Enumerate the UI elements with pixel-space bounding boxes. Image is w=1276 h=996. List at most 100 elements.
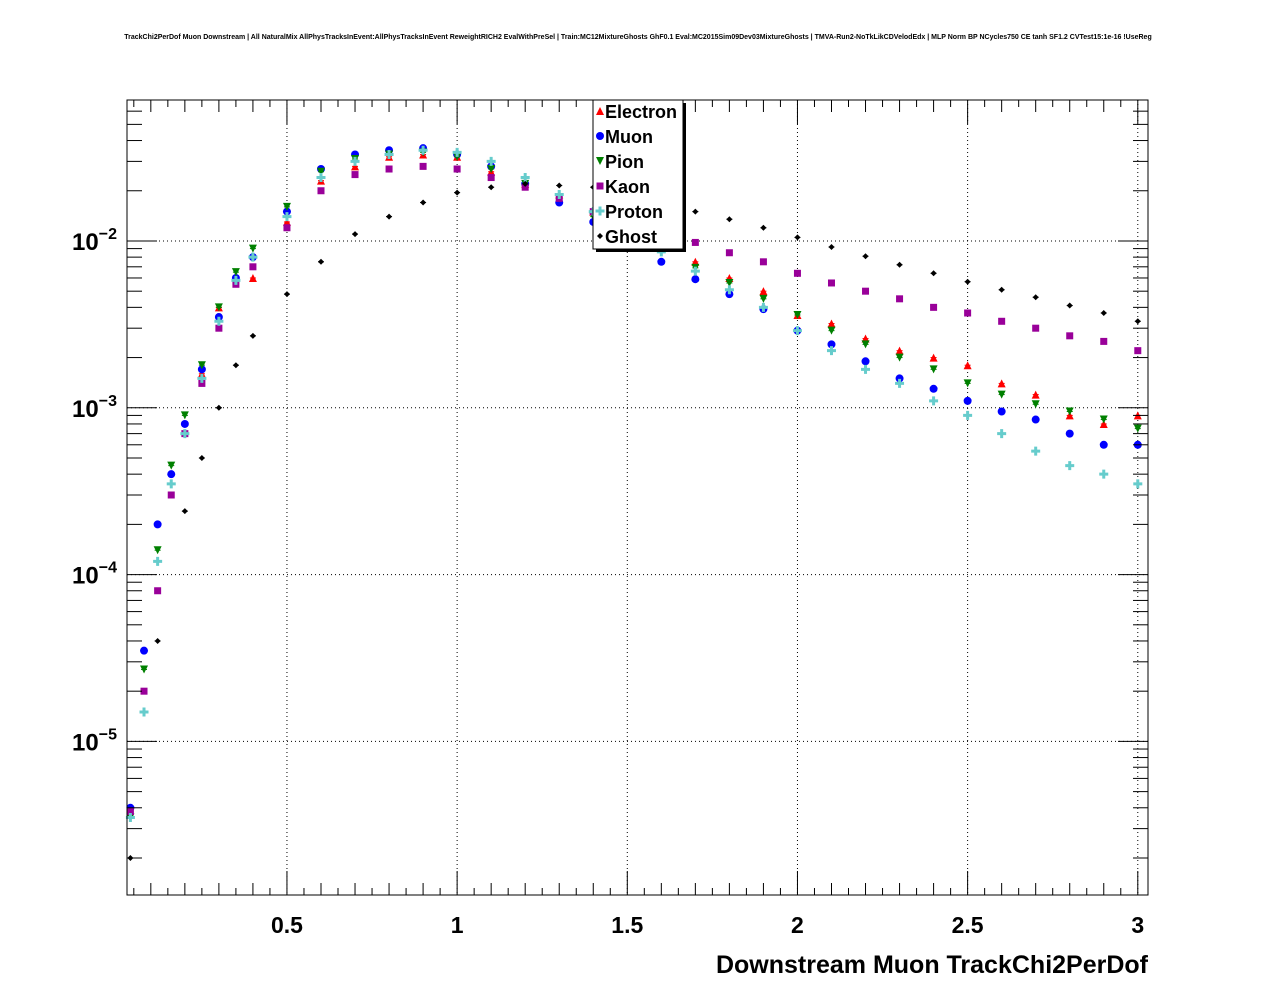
kaon-point bbox=[691, 238, 699, 246]
pion-point bbox=[861, 340, 870, 349]
muon-point bbox=[657, 257, 666, 266]
pion-point bbox=[997, 390, 1006, 399]
kaon-point bbox=[896, 295, 904, 303]
proton-point bbox=[792, 326, 802, 336]
ghost-point bbox=[794, 234, 801, 241]
pion-point bbox=[759, 294, 768, 303]
kaon-point bbox=[351, 171, 359, 179]
series-proton bbox=[125, 145, 1143, 822]
legend-marker-ghost bbox=[597, 233, 603, 239]
electron-point bbox=[282, 217, 291, 226]
kaon-point bbox=[317, 187, 325, 195]
kaon-point bbox=[154, 587, 162, 595]
muon-point bbox=[827, 340, 836, 349]
y-tick-label: 10−4 bbox=[72, 560, 117, 590]
electron-point bbox=[197, 369, 206, 378]
pion-point bbox=[1099, 415, 1108, 424]
ghost-point bbox=[1100, 309, 1107, 316]
proton-point bbox=[125, 812, 135, 822]
pion-point bbox=[725, 278, 734, 287]
muon-point bbox=[1065, 429, 1074, 438]
pion-point bbox=[316, 167, 325, 176]
pion-point bbox=[140, 665, 149, 674]
proton-point bbox=[418, 145, 428, 155]
kaon-point bbox=[283, 224, 291, 232]
ghost-point bbox=[862, 253, 869, 260]
muon-point bbox=[861, 357, 870, 366]
muon-point bbox=[895, 374, 904, 383]
proton-point bbox=[139, 707, 149, 717]
ghost-point bbox=[215, 404, 222, 411]
legend-label-electron: Electron bbox=[605, 102, 677, 122]
kaon-point bbox=[964, 309, 972, 317]
ghost-point bbox=[232, 362, 239, 369]
x-tick-label: 0.5 bbox=[271, 912, 303, 938]
kaon-point bbox=[998, 317, 1006, 325]
proton-point bbox=[214, 316, 224, 326]
electron-point bbox=[691, 257, 700, 266]
proton-point bbox=[153, 556, 163, 566]
pion-point bbox=[197, 361, 206, 370]
muon-point bbox=[1031, 415, 1040, 424]
proton-point bbox=[180, 429, 190, 439]
chart-title: TrackChi2PerDof Muon Downstream | All Na… bbox=[124, 34, 1152, 41]
proton-point bbox=[895, 378, 905, 388]
ghost-point bbox=[454, 189, 461, 196]
electron-point bbox=[895, 346, 904, 355]
pion-point bbox=[929, 365, 938, 374]
ghost-point bbox=[386, 213, 393, 220]
legend-label-pion: Pion bbox=[605, 152, 644, 172]
proton-point bbox=[486, 156, 496, 166]
ghost-point bbox=[726, 216, 733, 223]
pion-point bbox=[1065, 407, 1074, 416]
proton-point bbox=[1099, 469, 1109, 479]
muon-point bbox=[282, 207, 291, 216]
proton-point bbox=[166, 479, 176, 489]
proton-point bbox=[861, 364, 871, 374]
proton-point bbox=[248, 252, 258, 262]
legend-shadow-bottom bbox=[596, 249, 686, 252]
pion-point bbox=[793, 310, 802, 319]
ghost-point bbox=[283, 291, 290, 298]
kaon-point bbox=[140, 687, 148, 695]
proton-point bbox=[231, 275, 241, 285]
pion-point bbox=[282, 202, 291, 211]
proton-point bbox=[197, 373, 207, 383]
pion-point bbox=[1031, 400, 1040, 409]
y-tick-label: 10−3 bbox=[72, 393, 117, 423]
proton-point bbox=[452, 147, 462, 157]
pion-point bbox=[827, 326, 836, 335]
x-tick-label: 1 bbox=[451, 912, 464, 938]
muon-point bbox=[929, 384, 938, 393]
muon-point bbox=[691, 275, 700, 284]
kaon-point bbox=[930, 303, 938, 311]
ghost-point bbox=[964, 278, 971, 285]
legend-marker-muon bbox=[596, 132, 604, 140]
ghost-point bbox=[930, 270, 937, 277]
pion-point bbox=[487, 165, 496, 174]
legend-label-kaon: Kaon bbox=[605, 177, 650, 197]
legend: Electron Muon Pion Kaon Proton Ghost bbox=[592, 99, 686, 252]
ghost-point bbox=[998, 286, 1005, 293]
proton-point bbox=[758, 302, 768, 312]
ghost-point bbox=[352, 231, 359, 238]
kaon-point bbox=[862, 287, 870, 295]
ghost-point bbox=[1134, 318, 1141, 325]
muon-point bbox=[997, 407, 1006, 416]
electron-point bbox=[1099, 419, 1108, 428]
proton-point bbox=[520, 173, 530, 183]
proton-point bbox=[997, 429, 1007, 439]
electron-point bbox=[759, 287, 768, 296]
ghost-point bbox=[760, 224, 767, 231]
x-tick-label: 2.5 bbox=[952, 912, 984, 938]
kaon-point bbox=[1134, 347, 1142, 355]
legend-marker-electron bbox=[596, 107, 604, 115]
electron-point bbox=[997, 379, 1006, 388]
kaon-point bbox=[215, 324, 223, 332]
ghost-point bbox=[1032, 294, 1039, 301]
y-tick-label: 10−5 bbox=[72, 726, 117, 756]
legend-label-ghost: Ghost bbox=[605, 227, 657, 247]
pion-point bbox=[895, 353, 904, 362]
kaon-point bbox=[487, 174, 495, 182]
kaon-point bbox=[793, 269, 801, 277]
